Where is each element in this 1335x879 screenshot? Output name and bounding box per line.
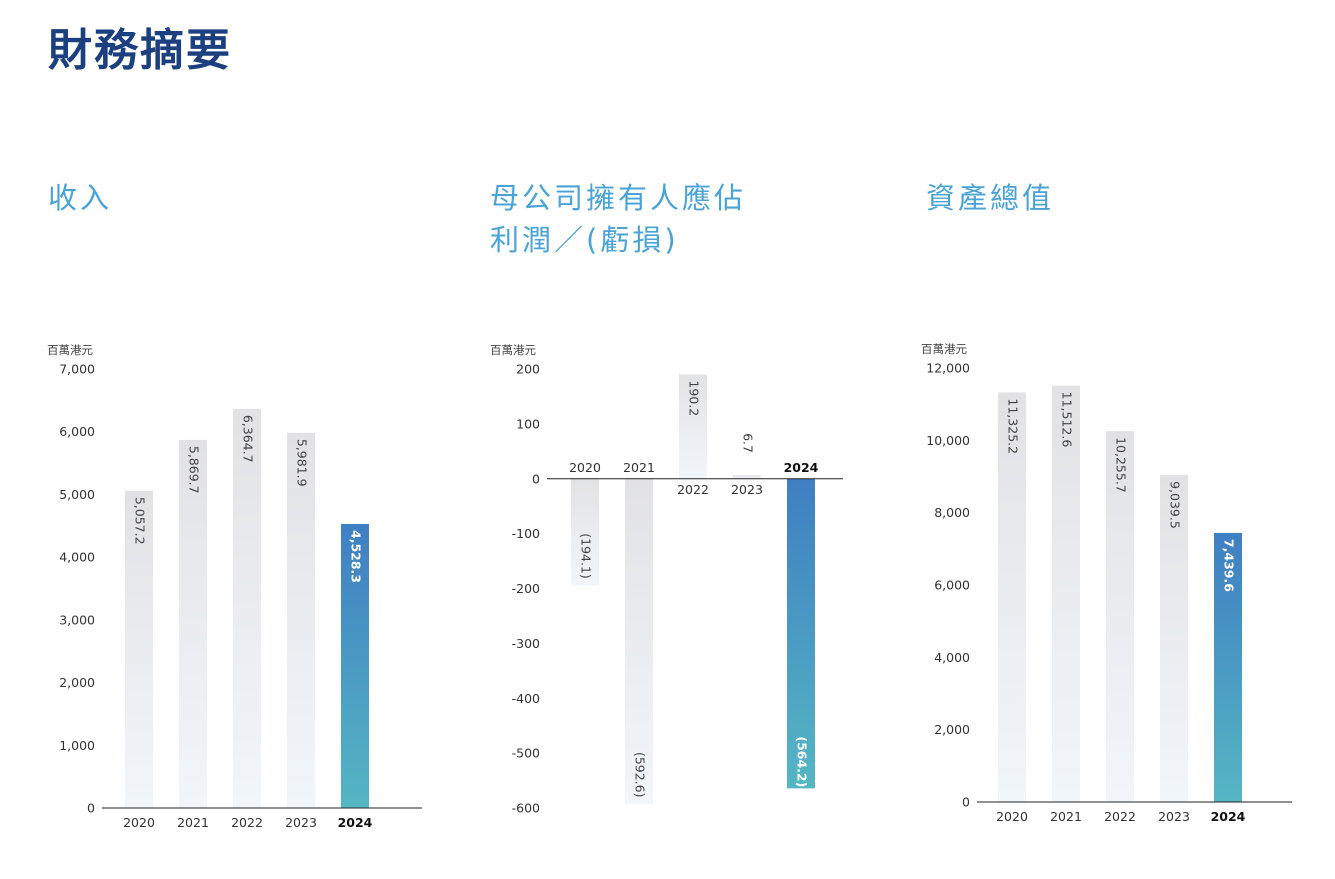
assets-value-label-2023: 9,039.5 <box>1168 481 1183 529</box>
assets-value-label-2020: 11,325.2 <box>1006 398 1021 454</box>
profit-ytick-label: -100 <box>512 526 540 541</box>
revenue-bar-2021 <box>179 439 207 808</box>
profit-category-label-2022: 2022 <box>677 482 709 497</box>
profit-value-label-2024: (564.2) <box>795 736 810 787</box>
revenue-category-label-2021: 2021 <box>177 815 209 830</box>
profit-ytick-label: -200 <box>512 581 540 596</box>
revenue-ytick-label: 7,000 <box>59 362 95 377</box>
assets-value-label-2021: 11,512.6 <box>1060 392 1075 448</box>
revenue-bar-2022 <box>233 408 261 808</box>
assets-category-label-2024: 2024 <box>1211 809 1246 824</box>
revenue-chart-title: 收入 <box>48 181 113 215</box>
revenue-ytick-label: 3,000 <box>59 612 95 627</box>
assets-ytick-label: 6,000 <box>934 578 970 593</box>
revenue-value-label-2020: 5,057.2 <box>133 497 148 545</box>
revenue-value-label-2022: 6,364.7 <box>241 415 256 463</box>
assets-bar-2024 <box>1214 532 1242 802</box>
profit-value-label-2023: 6.7 <box>741 433 756 453</box>
assets-category-label-2022: 2022 <box>1104 809 1136 824</box>
assets-value-label-2024: 7,439.6 <box>1222 539 1237 592</box>
page-title: 財務摘要 <box>48 25 232 76</box>
profit-ytick-label: -500 <box>512 746 540 761</box>
profit-unit-label: 百萬港元 <box>490 343 536 357</box>
revenue-ytick-label: 5,000 <box>59 487 95 502</box>
revenue-ytick-label: 0 <box>87 801 95 816</box>
profit-value-label-2021: (592.6) <box>633 752 648 798</box>
profit-value-label-2022: 190.2 <box>687 380 702 416</box>
revenue-ytick-label: 6,000 <box>59 424 95 439</box>
assets-bar-2021 <box>1052 385 1080 802</box>
assets-ytick-label: 10,000 <box>926 433 970 448</box>
profit-ytick-label: 0 <box>532 471 540 486</box>
total-assets-chart-title: 資產總值 <box>926 181 1055 215</box>
revenue-category-label-2023: 2023 <box>285 815 317 830</box>
assets-ytick-label: 2,000 <box>934 722 970 737</box>
profit-ytick-label: -600 <box>512 801 540 816</box>
revenue-unit-label: 百萬港元 <box>47 343 93 357</box>
revenue-value-label-2021: 5,869.7 <box>187 446 202 494</box>
revenue-ytick-label: 1,000 <box>59 738 95 753</box>
profit-category-label-2021: 2021 <box>623 460 655 475</box>
revenue-ytick-label: 4,000 <box>59 550 95 565</box>
assets-ytick-label: 4,000 <box>934 650 970 665</box>
profit-category-label-2023: 2023 <box>731 482 763 497</box>
revenue-ytick-label: 2,000 <box>59 675 95 690</box>
profit-ytick-label: -300 <box>512 636 540 651</box>
revenue-value-label-2024: 4,528.3 <box>349 530 364 583</box>
profit-ytick-label: 200 <box>516 362 540 377</box>
profit-chart-title-line-1: 母公司擁有人應佔 <box>490 181 747 215</box>
profit-ytick-label: 100 <box>516 416 540 431</box>
profit-ytick-label: -400 <box>512 691 540 706</box>
profit-chart-title-line-2: 利潤／(虧損) <box>490 223 679 257</box>
assets-ytick-label: 0 <box>962 795 970 810</box>
assets-unit-label: 百萬港元 <box>921 342 967 356</box>
assets-category-label-2023: 2023 <box>1158 809 1190 824</box>
assets-bar-2020 <box>998 392 1026 802</box>
revenue-value-label-2023: 5,981.9 <box>295 439 310 487</box>
revenue-category-label-2024: 2024 <box>338 815 373 830</box>
assets-value-label-2022: 10,255.7 <box>1114 437 1129 493</box>
profit-category-label-2020: 2020 <box>569 460 601 475</box>
assets-ytick-label: 8,000 <box>934 505 970 520</box>
assets-category-label-2020: 2020 <box>996 809 1028 824</box>
profit-bar-2024 <box>787 478 815 789</box>
revenue-bar-2023 <box>287 432 315 808</box>
revenue-bar-2020 <box>125 490 153 808</box>
profit-category-label-2024: 2024 <box>784 460 819 475</box>
assets-bar-2023 <box>1160 475 1188 802</box>
revenue-category-label-2022: 2022 <box>231 815 263 830</box>
revenue-category-label-2020: 2020 <box>123 815 155 830</box>
assets-category-label-2021: 2021 <box>1050 809 1082 824</box>
profit-bar-2020 <box>571 478 599 586</box>
assets-bar-2022 <box>1106 431 1134 802</box>
assets-ytick-label: 12,000 <box>926 361 970 376</box>
revenue-bar-2024 <box>341 524 369 808</box>
profit-bar-2021 <box>625 478 653 804</box>
profit-chart-title: 母公司擁有人應佔 利潤／(虧損) <box>490 177 746 261</box>
profit-value-label-2020: (194.1) <box>579 533 594 579</box>
profit-bar-2022 <box>679 374 707 479</box>
profit-bar-2023 <box>733 475 761 479</box>
